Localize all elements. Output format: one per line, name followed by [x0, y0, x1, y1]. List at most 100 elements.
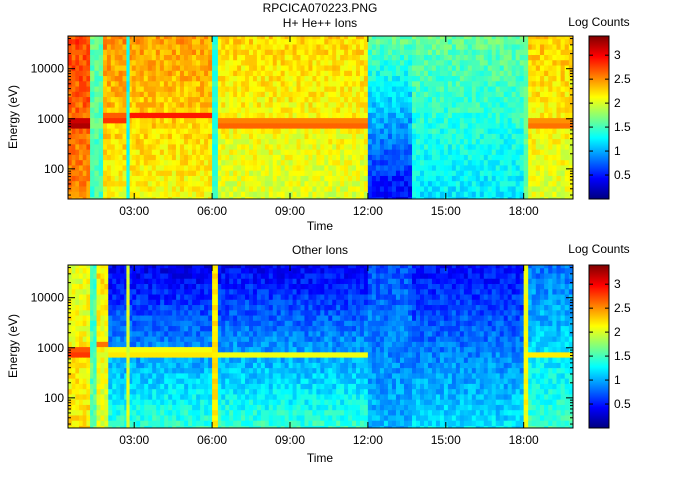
heatmap-cell: [328, 43, 333, 50]
heatmap-cell: [204, 164, 209, 171]
heatmap-cell: [143, 91, 149, 98]
heatmap-cell: [90, 330, 94, 337]
heatmap-cell: [391, 91, 397, 98]
heatmap-cell: [332, 180, 337, 187]
heatmap-cell: [487, 170, 493, 176]
heatmap-cell: [375, 128, 381, 134]
heatmap-cell: [116, 341, 121, 348]
heatmap-cell: [519, 112, 525, 119]
heatmap-cell: [515, 54, 521, 61]
heatmap-cell: [423, 164, 429, 171]
heatmap-cell: [128, 388, 133, 395]
heatmap-cell: [160, 304, 165, 311]
heatmap-cell: [416, 43, 421, 50]
heatmap-cell: [151, 128, 157, 134]
heatmap-cell: [167, 96, 173, 103]
heatmap-cell: [116, 378, 121, 384]
heatmap-cell: [495, 54, 501, 61]
heatmap-cell: [435, 101, 441, 108]
heatmap-cell: [164, 388, 169, 395]
heatmap-cell: [379, 80, 385, 87]
heatmap-cell: [82, 91, 87, 98]
heatmap-cell: [483, 154, 489, 161]
heatmap-cell: [108, 288, 113, 295]
heatmap-cell: [427, 143, 433, 150]
heatmap-cell: [108, 367, 113, 374]
heatmap-cell: [383, 38, 389, 45]
heatmap-cell: [284, 149, 290, 155]
heatmap-cell: [108, 372, 113, 379]
heatmap-cell: [103, 49, 108, 56]
heatmap-cell: [408, 159, 413, 166]
heatmap-cell: [159, 85, 165, 92]
heatmap-cell: [175, 38, 181, 45]
heatmap-cell: [139, 122, 145, 129]
heatmap-cell: [96, 409, 102, 416]
heatmap-cell: [93, 367, 98, 374]
heatmap-cell: [94, 43, 100, 50]
heatmap-cell: [96, 341, 102, 348]
heatmap-cell: [367, 191, 373, 197]
heatmap-cell: [340, 170, 345, 176]
heatmap-cell: [159, 70, 165, 77]
heatmap-cell: [114, 117, 120, 124]
heatmap-cell: [256, 112, 262, 119]
heatmap-cell: [431, 170, 437, 176]
heatmap-cell: [383, 101, 389, 108]
heatmap-cell: [148, 346, 153, 353]
heatmap-cell: [104, 304, 109, 311]
heatmap-cell: [82, 399, 87, 405]
heatmap-cell: [367, 101, 373, 108]
heatmap-cell: [280, 170, 286, 176]
heatmap-cell: [379, 38, 385, 45]
heatmap-cell: [103, 70, 108, 77]
heatmap-cell: [371, 133, 377, 140]
heatmap-cell: [560, 36, 566, 40]
heatmap-cell: [288, 43, 294, 50]
heatmap-cell: [519, 185, 525, 192]
heatmap-cell: [395, 122, 401, 129]
heatmap-cell: [139, 101, 145, 108]
heatmap-cell: [71, 85, 76, 92]
heatmap-cell: [183, 149, 189, 155]
heatmap-cell: [75, 196, 80, 199]
heatmap-cell: [104, 367, 109, 374]
heatmap-cell: [416, 175, 421, 182]
heatmap-cell: [544, 101, 549, 108]
heatmap-cell: [300, 170, 306, 176]
heatmap-cell: [379, 59, 385, 66]
heatmap-cell: [152, 367, 157, 374]
heatmap-cell: [443, 128, 449, 134]
heatmap-cell: [249, 101, 254, 108]
heatmap-cell: [241, 170, 246, 176]
heatmap-cell: [292, 122, 298, 129]
heatmap-cell: [108, 330, 113, 337]
heatmap-cell: [156, 357, 161, 363]
heatmap-cell: [233, 122, 238, 129]
heatmap-cell: [560, 149, 566, 155]
heatmap-cell: [200, 91, 205, 98]
heatmap-cell: [404, 106, 409, 113]
heatmap-cell: [110, 128, 116, 134]
heatmap-cell: [86, 362, 91, 369]
heatmap-cell: [416, 64, 421, 71]
heatmap-cell: [212, 59, 218, 66]
heatmap-cell: [156, 425, 161, 428]
heatmap-cell: [143, 128, 149, 134]
heatmap-cell: [233, 128, 238, 134]
heatmap-cell: [192, 70, 197, 77]
heatmap-cell: [375, 175, 381, 182]
heatmap-cell: [175, 122, 181, 129]
heatmap-cell: [503, 54, 509, 61]
heatmap-cell: [132, 278, 137, 285]
heatmap-cell: [68, 288, 73, 295]
heatmap-cell: [147, 185, 153, 192]
heatmap-cell: [503, 59, 509, 66]
heatmap-cell: [340, 54, 345, 61]
heatmap-cell: [82, 64, 87, 71]
heatmap-cell: [416, 154, 421, 161]
heatmap-cell: [268, 80, 274, 87]
heatmap-cell: [408, 185, 413, 192]
heatmap-cell: [479, 101, 485, 108]
heatmap-cell: [187, 185, 193, 192]
